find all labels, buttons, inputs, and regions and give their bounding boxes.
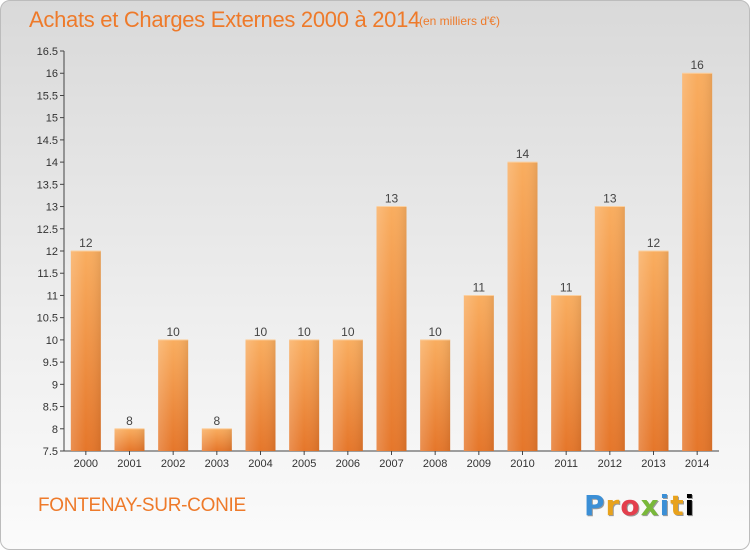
bar-shade <box>376 206 407 451</box>
proxiti-logo[interactable]: Proxiti <box>584 489 695 522</box>
bar-value-label: 14 <box>516 147 530 161</box>
bar-value-label: 11 <box>473 280 486 294</box>
bar-value-label: 10 <box>297 325 311 339</box>
bar-shade <box>463 295 494 451</box>
x-tick-label: 2010 <box>510 458 534 470</box>
x-tick-label: 2002 <box>161 458 185 470</box>
y-tick-label: 15.5 <box>37 90 58 102</box>
logo-letter: t <box>670 489 685 522</box>
bar-shade <box>70 251 101 451</box>
y-tick-label: 10.5 <box>37 313 58 325</box>
x-tick-label: 2001 <box>117 458 141 470</box>
bar-value-label: 10 <box>341 325 355 339</box>
bar-shade <box>289 339 320 451</box>
bar-value-label: 8 <box>213 414 220 428</box>
logo-letter: r <box>605 489 621 522</box>
y-tick-label: 16.5 <box>37 46 58 58</box>
x-tick-label: 2004 <box>248 458 272 470</box>
x-tick-label: 2014 <box>685 458 709 470</box>
y-tick-label: 9.5 <box>43 357 58 369</box>
bar-value-label: 10 <box>428 325 442 339</box>
bar-shade <box>594 206 625 451</box>
y-tick-label: 15 <box>46 113 58 125</box>
bar-value-label: 10 <box>166 325 180 339</box>
bar-shade <box>638 251 669 451</box>
bar-value-label: 13 <box>385 192 399 206</box>
x-tick-label: 2006 <box>336 458 360 470</box>
bar-value-label: 16 <box>690 58 704 72</box>
bar-shade <box>551 295 582 451</box>
x-tick-label: 2005 <box>292 458 316 470</box>
y-tick-label: 16 <box>46 68 58 80</box>
y-tick-label: 12.5 <box>37 224 58 236</box>
logo-letter: i <box>684 489 696 522</box>
x-tick-label: 2012 <box>598 458 622 470</box>
bar-shade <box>507 162 538 451</box>
bar-shade <box>420 339 451 451</box>
bar-value-label: 10 <box>254 325 268 339</box>
y-tick-label: 8 <box>52 424 58 436</box>
y-tick-label: 11.5 <box>37 268 58 280</box>
x-tick-label: 2003 <box>205 458 229 470</box>
bar-value-label: 8 <box>126 414 133 428</box>
y-tick-label: 13.5 <box>37 179 58 191</box>
y-tick-label: 14 <box>46 157 58 169</box>
bar-value-label: 13 <box>603 192 617 206</box>
bar-shade <box>201 428 232 451</box>
x-tick-label: 2000 <box>74 458 98 470</box>
bar-value-label: 12 <box>647 236 661 250</box>
y-tick-label: 14.5 <box>37 135 58 147</box>
x-tick-label: 2007 <box>379 458 403 470</box>
y-tick-label: 9 <box>52 379 58 391</box>
place-name: FONTENAY-SUR-CONIE <box>38 495 246 516</box>
x-tick-label: 2011 <box>554 458 578 470</box>
bar-shade <box>158 339 189 451</box>
bar-shade <box>114 428 145 451</box>
bar-value-label: 12 <box>79 236 93 250</box>
chart-title: Achats et Charges Externes 2000 à 2014 <box>29 7 420 32</box>
logo-letter: i <box>659 489 671 522</box>
y-tick-label: 12 <box>46 246 58 258</box>
bar-value-label: 11 <box>560 280 573 294</box>
bar-shade <box>682 73 713 451</box>
y-tick-label: 8.5 <box>43 402 58 414</box>
bar-shade <box>245 339 276 451</box>
y-tick-label: 7.5 <box>43 446 58 458</box>
chart-subtitle: (en milliers d'€) <box>419 14 500 28</box>
bar-shade <box>332 339 363 451</box>
logo-letter: x <box>640 489 660 522</box>
y-tick-label: 10 <box>46 335 58 347</box>
logo-letter: o <box>620 489 641 522</box>
x-tick-label: 2009 <box>467 458 491 470</box>
y-tick-label: 11 <box>47 290 58 302</box>
x-tick-label: 2013 <box>641 458 665 470</box>
logo-letter: P <box>584 489 606 522</box>
x-tick-label: 2008 <box>423 458 447 470</box>
y-tick-label: 13 <box>46 202 58 214</box>
